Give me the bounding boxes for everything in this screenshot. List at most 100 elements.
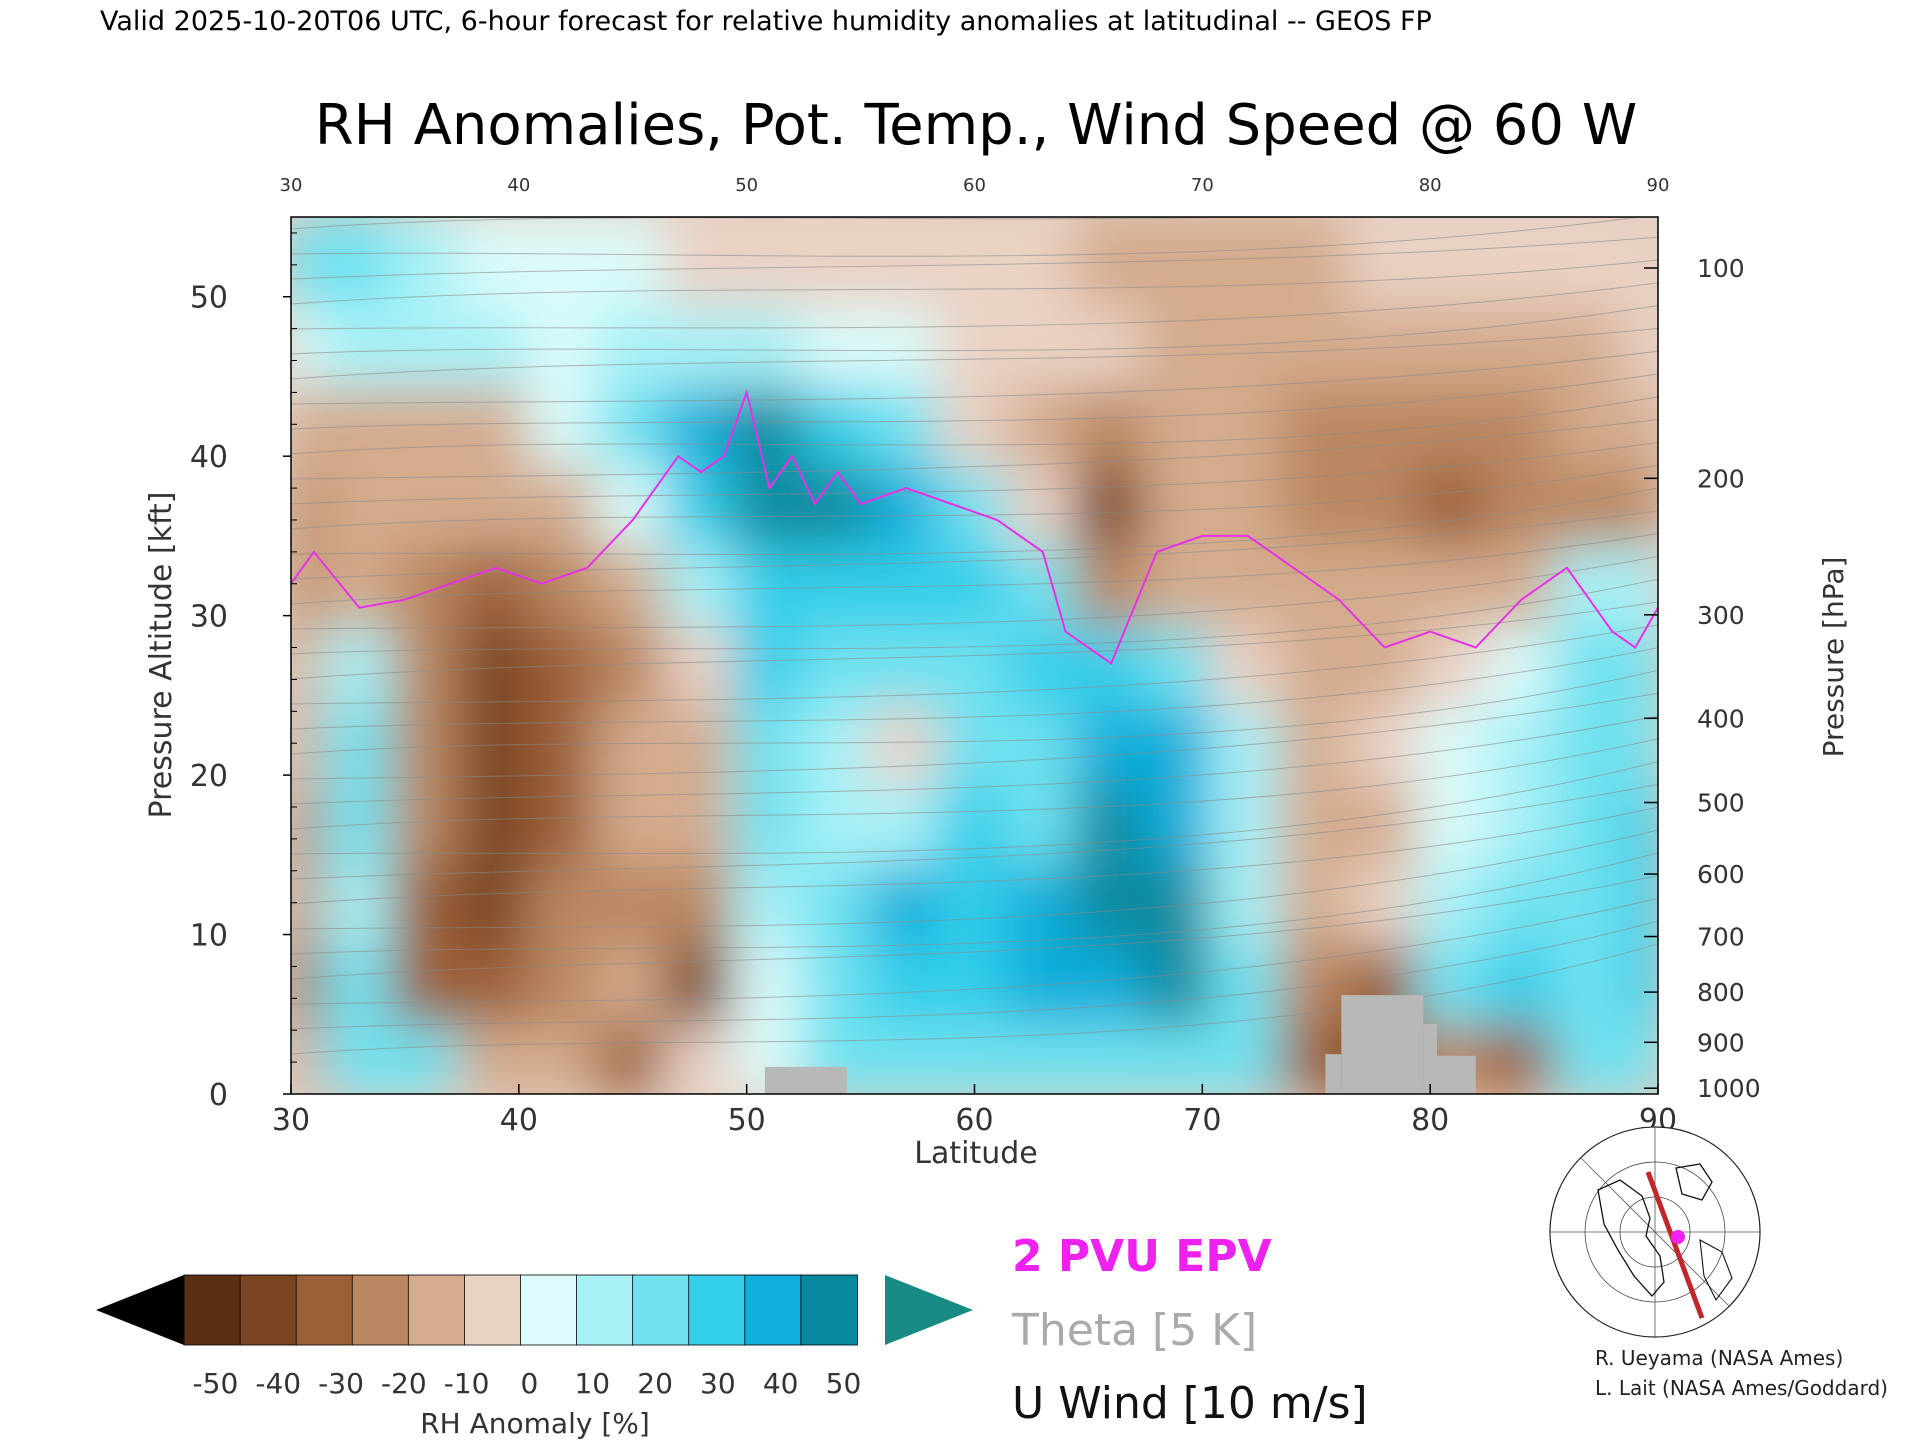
rh-anomaly-field <box>291 217 1658 1094</box>
rh-anomaly-cell <box>732 217 807 308</box>
theta-contour <box>291 761 1658 855</box>
rh-anomaly-cell <box>937 859 1012 946</box>
rh-anomaly-cell <box>800 381 875 468</box>
colorbar-tick-label: -30 <box>318 1367 364 1400</box>
map-coastline-north-america <box>1597 1179 1665 1297</box>
rh-anomaly-cell <box>595 939 670 1026</box>
rh-anomaly-cell <box>1074 217 1149 308</box>
rh-anomaly-cell <box>1142 461 1217 547</box>
theta-contour <box>291 327 1658 380</box>
rh-anomaly-cell <box>800 301 875 388</box>
theta-contour <box>291 715 1658 805</box>
colorbar-swatch <box>576 1274 634 1346</box>
theta-contour <box>291 920 1658 1030</box>
pressure-tick-label: 600 <box>1697 860 1745 889</box>
rh-anomaly-cell <box>1279 217 1354 308</box>
colorbar-tick-label: -50 <box>193 1367 239 1400</box>
x-top-tick-label: 40 <box>507 175 530 196</box>
y-tick-label: 30 <box>190 600 228 635</box>
rh-anomaly-cell <box>291 540 329 627</box>
x-axis-bottom: 30 40 50 60 70 80 90 <box>272 1084 1677 1138</box>
terrain-mask <box>764 995 1476 1094</box>
x-tick-label: 60 <box>955 1103 993 1138</box>
rh-anomaly-cell <box>937 780 1012 866</box>
rh-anomaly-cell <box>1210 1019 1286 1094</box>
theta-contour <box>291 692 1658 780</box>
chart-title: RH Anomalies, Pot. Temp., Wind Speed @ 6… <box>315 93 1637 158</box>
y-tick-label: 10 <box>190 919 228 954</box>
rh-anomaly-cell <box>1484 859 1559 946</box>
rh-anomaly-cell <box>868 540 944 627</box>
rh-anomaly-cell <box>527 217 602 308</box>
rh-anomaly-cell <box>390 939 465 1026</box>
rh-anomaly-cell <box>1005 301 1081 388</box>
rh-anomaly-cell <box>1620 620 1658 707</box>
rh-anomaly-cell <box>1142 780 1217 866</box>
rh-anomaly-cell <box>1347 700 1422 787</box>
colorbar-tick-label: 10 <box>574 1367 610 1400</box>
rh-anomaly-cell <box>663 461 739 547</box>
theta-contour <box>291 806 1658 905</box>
x-top-tick-label: 60 <box>963 175 986 196</box>
colorbar-swatch <box>239 1274 298 1346</box>
rh-anomaly-cell <box>1415 780 1491 866</box>
rh-anomaly-cell <box>1074 381 1149 468</box>
rh-anomaly-cell <box>1620 301 1658 388</box>
rh-anomaly-cell <box>1074 1019 1149 1094</box>
rh-anomaly-cell <box>868 461 944 547</box>
theta-contour <box>291 217 1643 257</box>
rh-anomaly-cell <box>1142 1019 1217 1094</box>
pressure-tick-label: 700 <box>1697 923 1745 952</box>
rh-anomaly-cell <box>1210 780 1286 866</box>
x-top-tick-label: 70 <box>1191 175 1214 196</box>
map-meridian <box>1579 1156 1731 1308</box>
theta-contour <box>291 852 1658 955</box>
rh-anomaly-cell <box>1415 859 1491 946</box>
terrain-block <box>1325 1054 1342 1094</box>
rh-anomaly-cell <box>322 540 397 627</box>
locator-map <box>1549 1126 1761 1338</box>
pressure-tick-label: 500 <box>1697 789 1745 818</box>
theta-contour <box>291 647 1658 730</box>
rh-anomaly-cell <box>800 939 875 1026</box>
rh-anomaly-cell <box>1074 859 1149 946</box>
rh-anomaly-cell <box>1620 939 1658 1026</box>
rh-anomaly-cell <box>1552 620 1627 707</box>
rh-anomaly-cell <box>458 859 534 946</box>
rh-anomaly-cell <box>732 540 807 627</box>
pressure-tick-label: 800 <box>1697 978 1745 1007</box>
pressure-tick-label: 400 <box>1697 704 1745 733</box>
rh-anomaly-cell <box>1415 461 1491 547</box>
x-top-tick-label: 90 <box>1647 175 1670 196</box>
rh-anomaly-cell <box>1415 540 1491 627</box>
rh-anomaly-cell <box>800 217 875 308</box>
rh-anomaly-cell <box>1005 1019 1081 1094</box>
x-top-tick-label: 80 <box>1419 175 1442 196</box>
rh-anomaly-cell <box>1279 700 1354 787</box>
theta-contour <box>291 533 1658 605</box>
terrain-block <box>1423 1023 1438 1094</box>
rh-anomaly-cell <box>868 780 944 866</box>
theta-contour <box>291 829 1658 930</box>
rh-anomaly-cell <box>732 301 807 388</box>
rh-anomaly-cell <box>1210 540 1286 627</box>
theta-contour <box>291 396 1658 455</box>
rh-anomaly-cell <box>1552 939 1627 1026</box>
theta-contour <box>291 555 1658 630</box>
rh-anomaly-cell <box>868 301 944 388</box>
rh-anomaly-cell <box>595 1019 670 1094</box>
rh-anomaly-cell <box>663 1019 739 1094</box>
rh-anomaly-cell <box>868 939 944 1026</box>
rh-anomaly-cell <box>1415 939 1491 1026</box>
rh-anomaly-cell <box>1074 780 1149 866</box>
rh-anomaly-cell <box>937 540 1012 627</box>
rh-anomaly-cell <box>1552 780 1627 866</box>
rh-anomaly-cell <box>390 859 465 946</box>
rh-anomaly-cell <box>663 381 739 468</box>
rh-anomaly-cell <box>1347 217 1422 308</box>
rh-anomaly-cell <box>732 780 807 866</box>
rh-anomaly-cell <box>732 461 807 547</box>
map-coastline-europe <box>1699 1239 1733 1302</box>
pressure-tick-label: 300 <box>1697 601 1745 630</box>
rh-anomaly-cell <box>868 1019 944 1094</box>
